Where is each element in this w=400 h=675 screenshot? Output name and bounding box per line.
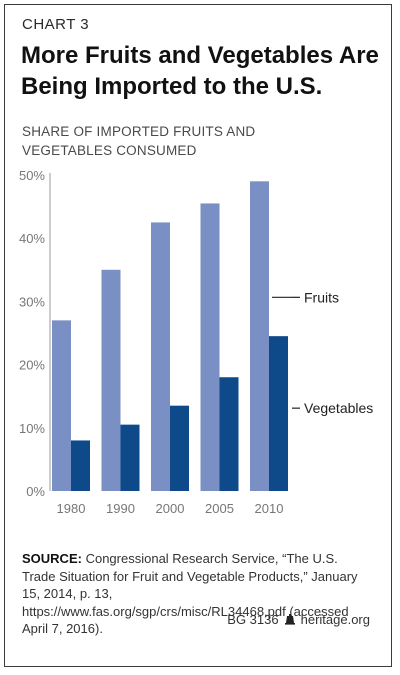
series-label-fruits: Fruits [304, 289, 339, 305]
x-tick-label: 2005 [205, 501, 234, 516]
source-note: SOURCE: Congressional Research Service, … [22, 550, 372, 638]
chart-frame [4, 4, 392, 667]
y-tick-label: 10% [19, 421, 45, 436]
chart-number: CHART 3 [22, 16, 90, 33]
bar-vegetables [219, 377, 239, 491]
y-tick-label: 50% [19, 168, 45, 183]
y-tick-label: 0% [26, 484, 45, 499]
x-tick-label: 1980 [57, 501, 86, 516]
source-text: Congressional Research Service, “The U.S… [22, 551, 358, 636]
series-label-vegetables: Vegetables [304, 400, 373, 416]
x-tick-label: 2010 [255, 501, 284, 516]
bar-vegetables [120, 424, 140, 491]
bar-fruits [101, 269, 121, 491]
chart-subtitle: SHARE OF IMPORTED FRUITS AND VEGETABLES … [22, 124, 256, 158]
bar-fruits [52, 320, 71, 491]
report-code: BG 3136 [227, 612, 279, 627]
bar-fruits [151, 222, 170, 491]
liberty-bell-icon [284, 613, 295, 625]
series-labels: Fruits Vegetables [272, 289, 373, 416]
bars [52, 181, 288, 491]
site-link[interactable]: heritage.org [300, 612, 370, 627]
x-tick-label: 1990 [106, 501, 135, 516]
x-tick-label: 2000 [156, 501, 185, 516]
y-tick-label: 40% [19, 231, 45, 246]
source-label: SOURCE: [22, 551, 82, 566]
bar-chart: 0% 10% 20% 30% 40% 50% 1980 1990 2000 2005 2010 F… [19, 168, 373, 516]
y-tick-label: 30% [19, 294, 45, 309]
bar-vegetables [170, 405, 189, 491]
y-axis: 0% 10% 20% 30% 40% 50% [19, 168, 51, 499]
bar-fruits [200, 203, 220, 491]
x-axis: 1980 1990 2000 2005 2010 [57, 501, 284, 516]
footer: BG 3136 heritage.org [227, 612, 370, 627]
bar-fruits [250, 181, 269, 491]
bar-vegetables [71, 440, 90, 491]
bar-vegetables [269, 336, 288, 491]
chart-title: More Fruits and Vegetables Are Being Imp… [21, 42, 379, 100]
y-tick-label: 20% [19, 358, 45, 373]
